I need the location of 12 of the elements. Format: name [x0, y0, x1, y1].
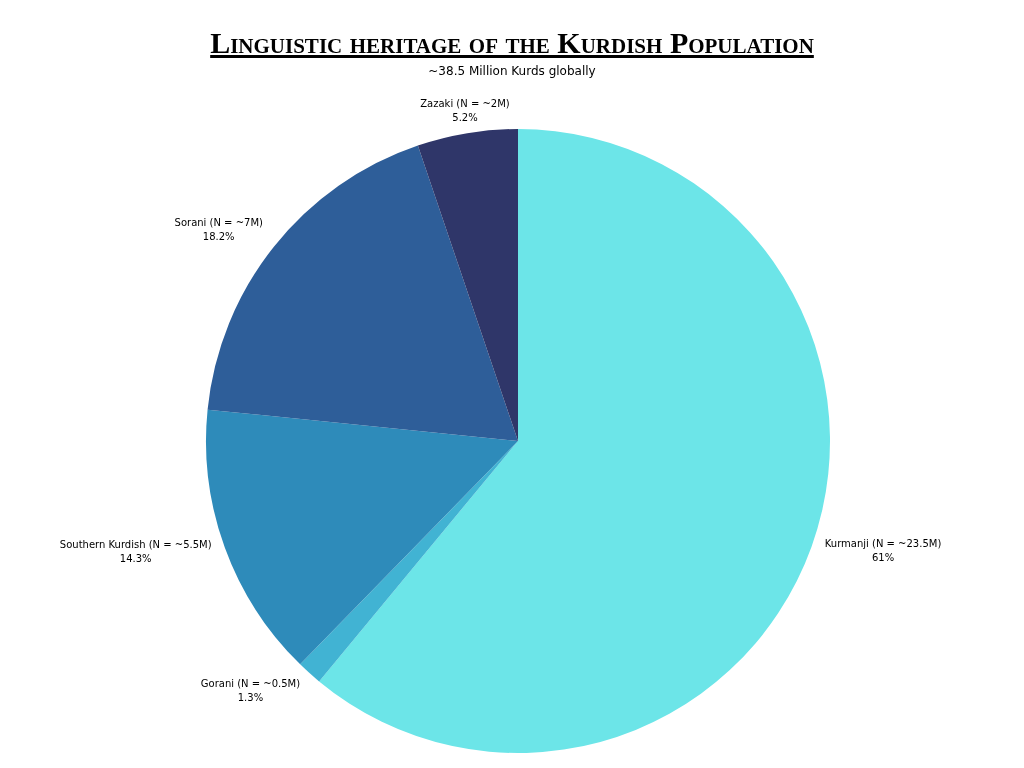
slice-label: Kurmanji (N = ~23.5M)	[824, 538, 942, 550]
chart-subtitle: ~38.5 Million Kurds globally	[427, 63, 597, 80]
data-label: 61%	[871, 552, 895, 564]
data-label: 5.2%	[452, 111, 478, 123]
chart-title: Linguistic heritage of the Kurdish Population	[210, 26, 814, 60]
data-label: 1.3%	[237, 692, 264, 704]
slice-label: Southern Kurdish (N = ~5.5M)	[59, 538, 212, 550]
data-label: 18.2%	[202, 230, 235, 242]
slice-label: Sorani (N = ~7M)	[174, 216, 264, 228]
slice-label: Zazaki (N = ~2M)	[420, 97, 510, 109]
data-label: 14.3%	[119, 552, 152, 564]
slice-label: Gorani (N = ~0.5M)	[200, 678, 301, 690]
